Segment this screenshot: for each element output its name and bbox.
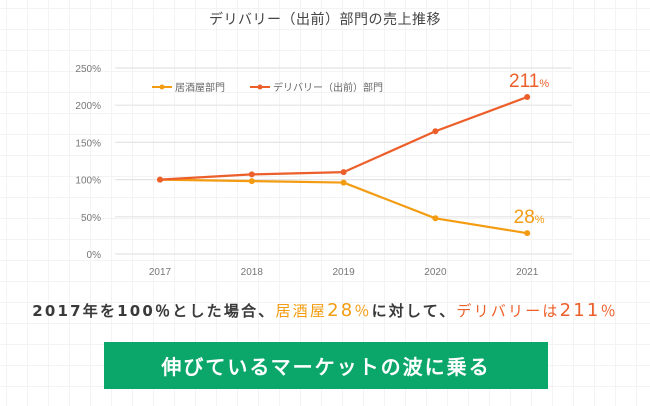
chart-title: デリバリー（出前）部門の売上推移 bbox=[209, 12, 441, 28]
legend-marker bbox=[159, 84, 165, 90]
summary-delivery-unit: ％ bbox=[600, 302, 618, 320]
y-tick-label: 200% bbox=[75, 101, 101, 112]
annotation-label: 211% bbox=[509, 71, 549, 92]
series-line bbox=[159, 178, 528, 235]
legend: 居酒屋部門 デリバリー（出前）部門 bbox=[152, 81, 383, 94]
legend-marker bbox=[257, 84, 263, 90]
data-point bbox=[340, 169, 347, 176]
series-0 bbox=[157, 176, 531, 237]
y-axis-ticks: 0% 50% 100% 150% 200% 250% bbox=[75, 64, 101, 261]
annotation-value: 211 bbox=[509, 71, 539, 92]
x-tick-label: 2018 bbox=[241, 267, 264, 278]
data-point bbox=[432, 215, 439, 222]
series-1 bbox=[157, 94, 531, 183]
annotation-value: 28 bbox=[514, 207, 535, 228]
y-tick-label: 250% bbox=[75, 64, 101, 75]
legend-label: 居酒屋部門 bbox=[175, 81, 225, 94]
summary-izakaya-value: 28 bbox=[327, 300, 355, 321]
summary-text: 2017年を100％とした場合、居酒屋28％に対して、デリバリーは211％ bbox=[0, 300, 650, 321]
annotations: 211%28% bbox=[509, 71, 549, 228]
legend-label: デリバリー（出前）部門 bbox=[273, 81, 383, 94]
line-chart: 0%50%100%150%200%250% 2017 2018 2019 2020 20… bbox=[75, 64, 572, 278]
x-axis-ticks: 2017 2018 2019 2020 2021 bbox=[149, 267, 539, 278]
data-point bbox=[248, 178, 255, 185]
annotation-1: 28% bbox=[514, 207, 545, 228]
summary-delivery-label: デリバリーは bbox=[456, 302, 560, 320]
x-tick-label: 2021 bbox=[516, 267, 539, 278]
y-tick-label: 100% bbox=[75, 176, 101, 187]
data-point bbox=[157, 176, 163, 183]
annotation-unit: % bbox=[535, 214, 545, 226]
x-tick-label: 2019 bbox=[332, 267, 355, 278]
annotation-0: 211% bbox=[509, 71, 549, 92]
summary-delivery-value: 211 bbox=[559, 300, 601, 321]
data-point bbox=[432, 128, 439, 135]
summary-part2: に対して、 bbox=[371, 302, 457, 320]
data-point bbox=[340, 179, 347, 186]
legend-item-1: デリバリー（出前）部門 bbox=[250, 81, 383, 94]
x-tick-label: 2017 bbox=[149, 267, 172, 278]
data-point bbox=[524, 94, 531, 101]
summary-part1: 2017年を100％とした場合、 bbox=[32, 302, 276, 320]
annotation-label: 28% bbox=[514, 207, 545, 228]
ride-market-wave-button[interactable]: 伸びているマーケットの波に乗る bbox=[104, 342, 548, 389]
legend-item-0: 居酒屋部門 bbox=[152, 81, 225, 94]
summary-izakaya-label: 居酒屋 bbox=[275, 302, 328, 320]
y-tick-label: 0% bbox=[87, 250, 102, 261]
y-tick-label: 50% bbox=[81, 213, 101, 224]
summary-izakaya-unit: ％ bbox=[354, 302, 372, 320]
series-lines bbox=[157, 94, 531, 237]
gridlines bbox=[115, 67, 572, 255]
annotation-unit: % bbox=[539, 78, 549, 90]
y-tick-label: 150% bbox=[75, 138, 101, 149]
x-tick-label: 2020 bbox=[424, 267, 447, 278]
series-line bbox=[159, 95, 528, 181]
data-point bbox=[248, 171, 255, 178]
data-point bbox=[524, 230, 531, 237]
